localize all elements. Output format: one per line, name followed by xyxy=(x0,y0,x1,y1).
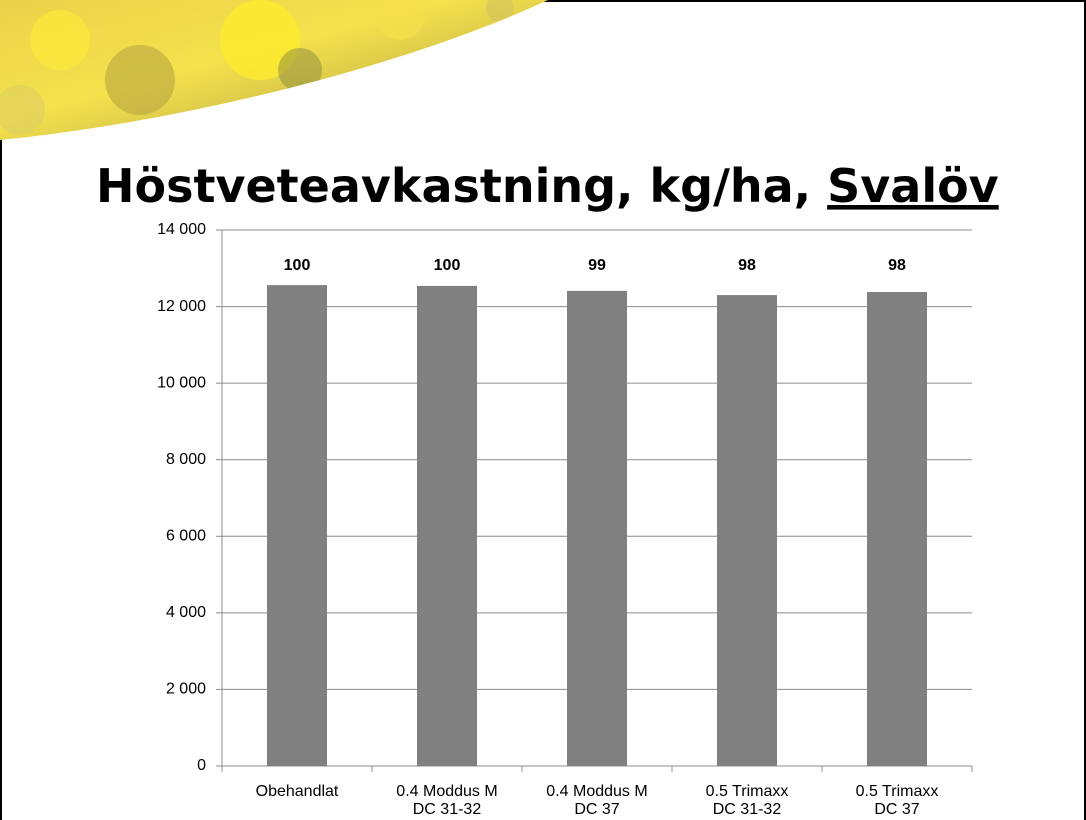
x-tick-label: DC 31-32 xyxy=(413,801,482,818)
x-tick-label: Obehandlat xyxy=(256,783,339,800)
y-tick-label: 10 000 xyxy=(157,374,206,391)
chart-title: Höstveteavkastning, kg/ha, Svalöv xyxy=(96,159,999,213)
index-label: 98 xyxy=(738,257,756,274)
x-tick-label: DC 37 xyxy=(574,801,619,818)
index-label: 99 xyxy=(588,257,606,274)
bar xyxy=(417,285,477,766)
header-image xyxy=(0,0,548,140)
bar xyxy=(867,292,927,766)
y-tick-label: 4 000 xyxy=(166,604,206,621)
y-tick-label: 0 xyxy=(197,757,206,774)
x-tick-label: 0.5 Trimaxx xyxy=(706,783,789,800)
index-label: 100 xyxy=(284,257,311,274)
bar xyxy=(267,285,327,766)
y-tick-label: 14 000 xyxy=(157,221,206,238)
y-tick-label: 2 000 xyxy=(166,681,206,698)
bar xyxy=(567,290,627,766)
bar xyxy=(717,295,777,766)
index-label: 98 xyxy=(888,257,906,274)
x-tick-label: DC 31-32 xyxy=(713,801,782,818)
y-tick-label: 12 000 xyxy=(157,298,206,315)
x-tick-label: 0.4 Moddus M xyxy=(546,783,647,800)
index-label: 100 xyxy=(434,257,461,274)
title-main: Höstveteavkastning, kg/ha, xyxy=(96,159,811,213)
y-tick-label: 6 000 xyxy=(166,528,206,545)
x-tick-label: DC 37 xyxy=(874,801,919,818)
x-tick-label: 0.5 Trimaxx xyxy=(856,783,939,800)
y-tick-label: 8 000 xyxy=(166,451,206,468)
x-tick-label: 0.4 Moddus M xyxy=(396,783,497,800)
title-emphasis: Svalöv xyxy=(827,159,999,213)
